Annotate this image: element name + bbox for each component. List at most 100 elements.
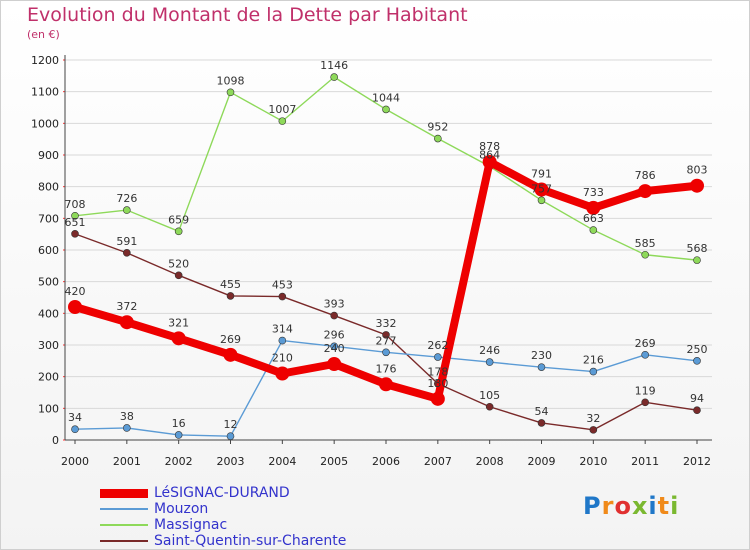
- data-point-saint-quentin-sur-charente-2006: [382, 331, 390, 339]
- data-label-massignac-2001: 726: [116, 192, 137, 205]
- legend-swatch-saint-quentin: [100, 540, 148, 542]
- data-point-massignac-2009: [537, 196, 546, 205]
- data-label-massignac-2005: 1146: [320, 59, 348, 72]
- data-point-saint-quentin-sur-charente-2008: [485, 402, 494, 411]
- data-point-l-signac-durand-2009: [534, 182, 549, 197]
- y-tick-label-300: 300: [38, 339, 59, 352]
- data-label-saint-quentin-sur-charente-2005: 393: [324, 298, 345, 311]
- x-tick-label-2007: 2007: [424, 455, 452, 468]
- data-point-massignac-2001: [123, 206, 131, 214]
- y-tick-label-200: 200: [38, 371, 59, 384]
- data-label-l-signac-durand-2012: 803: [687, 164, 708, 177]
- data-label-l-signac-durand-2001: 372: [116, 300, 137, 313]
- data-point-massignac-2003: [226, 88, 235, 97]
- y-tick-label-400: 400: [38, 307, 59, 320]
- data-label-massignac-2004: 1007: [268, 103, 296, 116]
- data-label-saint-quentin-sur-charente-2002: 520: [168, 257, 189, 270]
- data-point-mouzon-2008: [485, 358, 494, 366]
- chart-subtitle: (en €): [27, 28, 60, 41]
- data-point-saint-quentin-sur-charente-2009: [537, 419, 546, 427]
- legend-swatch-mouzon: [100, 508, 148, 510]
- data-label-massignac-2003: 1098: [217, 74, 245, 87]
- x-tick-label-2012: 2012: [683, 455, 711, 468]
- data-label-mouzon-2011: 269: [635, 337, 656, 350]
- data-point-mouzon-2003: [226, 432, 235, 441]
- data-label-massignac-2009: 757: [531, 182, 552, 195]
- legend-swatch-massignac: [100, 524, 148, 526]
- data-label-saint-quentin-sur-charente-2001: 591: [116, 235, 137, 248]
- data-point-saint-quentin-sur-charente-2000: [71, 230, 79, 238]
- y-tick-label-0: 0: [52, 434, 59, 447]
- data-label-l-signac-durand-2000: 420: [65, 285, 86, 298]
- data-point-saint-quentin-sur-charente-2011: [641, 398, 649, 407]
- data-label-massignac-2008: 864: [479, 148, 500, 161]
- y-tick-label-800: 800: [38, 181, 59, 194]
- data-point-l-signac-durand-2005: [327, 357, 342, 371]
- data-label-mouzon-2006: 277: [376, 334, 397, 347]
- data-label-l-signac-durand-2003: 269: [220, 333, 241, 346]
- data-label-saint-quentin-sur-charente-2012: 94: [690, 392, 704, 405]
- legend-swatch-lesignac: [100, 489, 148, 498]
- data-label-mouzon-2012: 250: [687, 343, 708, 356]
- data-point-mouzon-2004: [278, 336, 287, 345]
- data-label-massignac-2010: 663: [583, 212, 604, 225]
- data-point-mouzon-2005: [330, 342, 338, 351]
- data-point-mouzon-2002: [174, 431, 183, 439]
- data-label-mouzon-2003: 12: [224, 418, 238, 431]
- chart-title: Evolution du Montant de la Dette par Hab…: [27, 4, 468, 26]
- legend-label-saint-quentin: Saint-Quentin-sur-Charente: [154, 533, 347, 549]
- data-point-saint-quentin-sur-charente-2001: [123, 249, 131, 257]
- y-tick-label-600: 600: [38, 244, 59, 257]
- data-label-saint-quentin-sur-charente-2006: 332: [376, 317, 397, 330]
- data-point-saint-quentin-sur-charente-2005: [330, 311, 338, 320]
- data-point-massignac-2004: [278, 117, 287, 125]
- data-label-l-signac-durand-2008: 878: [479, 140, 500, 153]
- data-label-l-signac-durand-2007: 130: [427, 377, 448, 390]
- x-tick-label-2006: 2006: [372, 455, 400, 468]
- legend-label-mouzon: Mouzon: [154, 501, 209, 517]
- data-label-mouzon-2004: 314: [272, 323, 293, 336]
- legend-label-massignac: Massignac: [154, 517, 228, 533]
- data-label-mouzon-2001: 38: [120, 410, 134, 423]
- data-label-mouzon-2010: 216: [583, 354, 604, 367]
- x-tick-label-2009: 2009: [528, 455, 556, 468]
- data-label-massignac-2011: 585: [635, 237, 656, 250]
- data-label-saint-quentin-sur-charente-2009: 54: [535, 405, 549, 418]
- data-label-saint-quentin-sur-charente-2011: 119: [635, 384, 656, 397]
- data-point-saint-quentin-sur-charente-2012: [693, 406, 701, 415]
- x-tick-label-2002: 2002: [165, 455, 193, 468]
- y-tick-label-1200: 1200: [31, 54, 59, 67]
- data-label-l-signac-durand-2002: 321: [168, 316, 189, 329]
- data-point-l-signac-durand-2000: [68, 300, 82, 314]
- data-label-mouzon-2000: 34: [68, 411, 82, 424]
- data-point-l-signac-durand-2003: [223, 347, 238, 362]
- data-point-saint-quentin-sur-charente-2010: [589, 426, 598, 434]
- data-label-l-signac-durand-2011: 786: [635, 169, 656, 182]
- proxiti-logo: Proxiti: [583, 492, 680, 520]
- data-label-mouzon-2005: 296: [324, 328, 345, 341]
- data-point-mouzon-2007: [434, 353, 442, 361]
- x-tick-label-2004: 2004: [268, 455, 296, 468]
- y-tick-label-700: 700: [38, 212, 59, 225]
- data-point-mouzon-2006: [382, 348, 390, 357]
- data-label-l-signac-durand-2006: 176: [376, 362, 397, 375]
- data-label-mouzon-2002: 16: [172, 417, 186, 430]
- data-point-l-signac-durand-2012: [690, 178, 704, 193]
- data-label-l-signac-durand-2010: 733: [583, 186, 604, 199]
- y-tick-label-1000: 1000: [31, 117, 59, 130]
- data-label-massignac-2000: 708: [65, 198, 86, 211]
- data-point-massignac-2010: [589, 226, 598, 234]
- data-point-l-signac-durand-2006: [379, 377, 393, 392]
- x-tick-label-2000: 2000: [61, 455, 89, 468]
- data-point-l-signac-durand-2002: [171, 331, 186, 346]
- data-label-l-signac-durand-2009: 791: [531, 168, 552, 181]
- data-point-mouzon-2000: [71, 425, 79, 434]
- data-label-massignac-2002: 659: [168, 213, 189, 226]
- data-label-massignac-2007: 952: [427, 121, 448, 134]
- data-point-l-signac-durand-2010: [586, 200, 601, 215]
- series-line-massignac: [74, 76, 698, 261]
- y-tick-label-100: 100: [38, 402, 59, 415]
- data-point-massignac-2002: [174, 227, 183, 236]
- data-point-mouzon-2011: [641, 351, 649, 359]
